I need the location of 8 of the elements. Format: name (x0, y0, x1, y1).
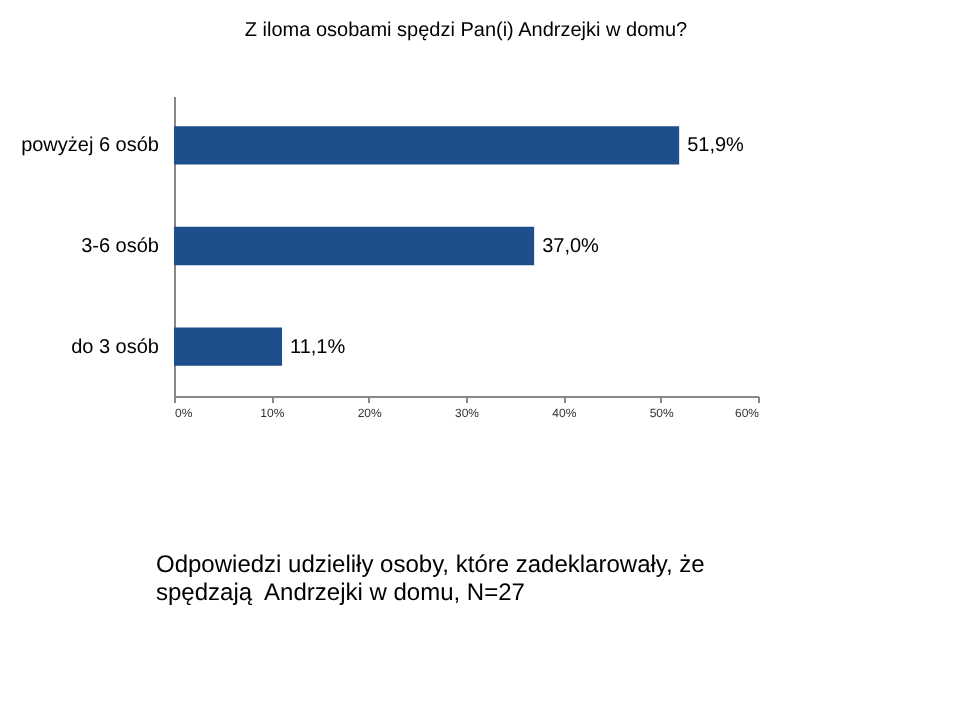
chart-title: Z iloma osobami spędzi Pan(i) Andrzejki w domu? (244, 20, 689, 42)
data-label: 37,0% (542, 236, 600, 258)
y-tick-label: do 3 osób (71, 336, 160, 359)
y-tick-label: 3-6 osób (81, 236, 160, 258)
data-label: 11,1% (290, 336, 346, 359)
y-tick-label: powyżej 6 osób (21, 135, 160, 158)
text: Odpowiedzi udzieliły osoby, które zadeklarowały, że spędzają Andrzejki w domu, N=27 (156, 550, 707, 606)
data-label: 51,9% (687, 135, 745, 158)
